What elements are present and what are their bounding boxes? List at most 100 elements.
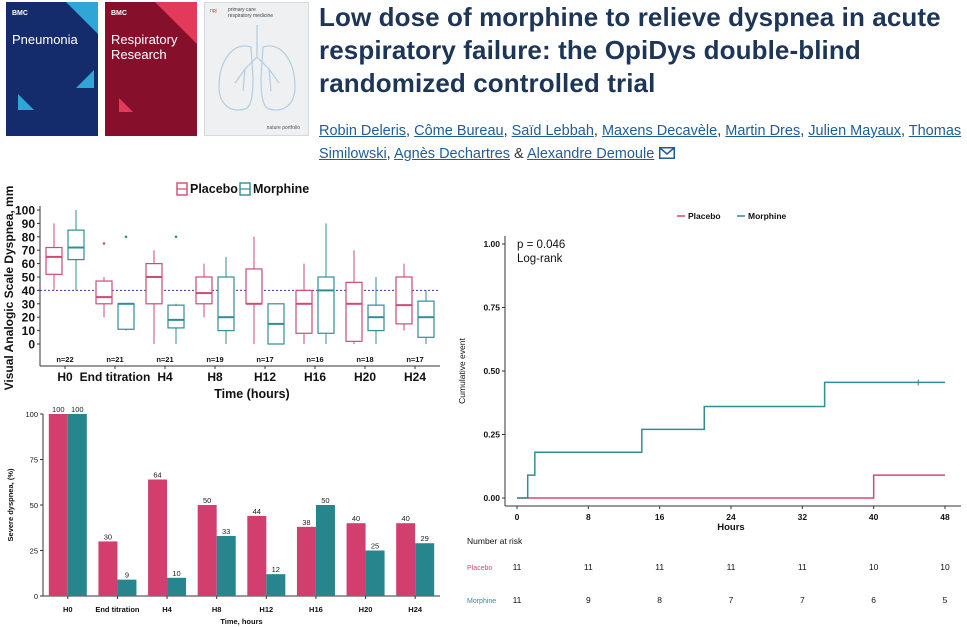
x-axis-label: Time (hours) xyxy=(214,387,289,401)
boxplot-legend: Placebo Morphine xyxy=(176,182,309,196)
bar-value-label: 9 xyxy=(125,571,129,580)
author-link[interactable]: Thomas Similowski xyxy=(319,123,962,162)
box-iqr xyxy=(245,268,263,305)
bar xyxy=(315,505,335,596)
publisher-logo: npj xyxy=(210,8,217,14)
y-tick-label: 50 xyxy=(30,501,38,510)
x-tick-label: End titration xyxy=(95,605,140,614)
author-link[interactable]: Agnès Dechartres xyxy=(393,146,510,162)
y-tick-label: 80 xyxy=(22,230,36,244)
x-axis-label: Hours xyxy=(717,522,744,533)
n-label: n=21 xyxy=(156,355,173,364)
author-link[interactable]: Côme Bureau xyxy=(414,123,504,139)
author-separator: , xyxy=(717,123,726,139)
n-label: n=17 xyxy=(256,355,273,364)
x-tick-label: H16 xyxy=(304,370,326,384)
envelope-icon[interactable] xyxy=(659,147,676,159)
cover-triangle-graphic xyxy=(119,98,133,112)
y-axis-label: Visual Analogic Scale Dyspnea, mm xyxy=(2,186,16,391)
author-link[interactable]: Maxens Decavèle xyxy=(601,123,718,139)
risk-table-value: 11 xyxy=(513,595,522,605)
box-iqr xyxy=(317,276,335,334)
author-separator: , xyxy=(900,123,909,139)
box-iqr xyxy=(95,280,113,305)
risk-table-value: 10 xyxy=(869,562,879,572)
bar xyxy=(266,574,286,596)
box-iqr xyxy=(345,281,363,342)
pvalue-annotation: p = 0.046 xyxy=(517,239,565,251)
x-tick-label: 0 xyxy=(515,512,520,522)
bar-value-label: 25 xyxy=(371,542,379,551)
bar xyxy=(296,526,316,596)
x-tick-label: End titration xyxy=(80,370,151,384)
risk-table-value: 9 xyxy=(586,595,591,605)
bar-value-label: 33 xyxy=(222,527,230,536)
y-tick-label: 0.50 xyxy=(483,366,500,376)
km-step-line xyxy=(517,381,945,499)
box-iqr xyxy=(417,300,435,338)
x-tick-label: H0 xyxy=(63,605,73,614)
journal-cover-npj-primary-care[interactable]: npj primary care respiratory medicine nat… xyxy=(204,2,309,136)
author-link[interactable]: Robin Deleris xyxy=(319,123,407,139)
bar-value-label: 50 xyxy=(203,496,211,505)
x-tick-label: H24 xyxy=(408,605,423,614)
bar-value-label: 100 xyxy=(52,405,65,414)
x-tick-label: 8 xyxy=(586,512,591,522)
n-label: n=22 xyxy=(56,355,73,364)
bar-value-label: 44 xyxy=(253,507,261,516)
legend-label: Placebo xyxy=(190,182,238,196)
bar-value-label: 64 xyxy=(153,471,161,480)
y-tick-label: 20 xyxy=(22,311,36,325)
box-iqr xyxy=(167,304,185,329)
bar xyxy=(216,535,236,596)
x-axis-label: Time, hours xyxy=(220,617,262,626)
author-link[interactable]: Alexandre Demoule xyxy=(526,146,655,162)
y-tick-label: 90 xyxy=(22,217,36,231)
bar-value-label: 29 xyxy=(421,534,429,543)
author-link[interactable]: Saïd Lebbah xyxy=(511,123,594,139)
y-tick-label: 1.00 xyxy=(483,239,500,249)
bar xyxy=(247,515,267,596)
x-tick-label: H8 xyxy=(212,605,222,614)
y-tick-label: 0 xyxy=(28,338,35,352)
bar xyxy=(98,541,118,596)
bar-value-label: 10 xyxy=(172,569,180,578)
y-tick-label: 60 xyxy=(22,257,36,271)
author-link[interactable]: Martin Dres xyxy=(725,123,801,139)
risk-table-row-label: Placebo xyxy=(467,565,492,572)
risk-table-value: 11 xyxy=(584,562,593,572)
article-title: Low dose of morphine to relieve dyspnea … xyxy=(319,2,941,98)
author-list: Robin Deleris, Côme Bureau, Saïd Lebbah,… xyxy=(319,120,964,166)
risk-table-value: 11 xyxy=(655,562,664,572)
x-tick-label: 16 xyxy=(655,512,665,522)
x-tick-label: H4 xyxy=(162,605,172,614)
lungs-illustration xyxy=(218,25,296,111)
author-separator: , xyxy=(593,123,602,139)
bar xyxy=(67,414,87,596)
x-tick-label: H12 xyxy=(259,605,273,614)
y-tick-label: 50 xyxy=(22,271,36,285)
cumulative-event-curve: Placebo Morphine 0.00 0.25 0.50 0.75 1.00 Cumul… xyxy=(445,200,967,620)
bar-value-label: 38 xyxy=(302,518,310,527)
y-axis-label: Cumulative event xyxy=(457,338,467,404)
journal-cover-pneumonia[interactable]: BMC Pneumonia xyxy=(6,2,98,136)
legend-label: Morphine xyxy=(748,211,787,221)
box-iqr xyxy=(45,246,63,275)
bar xyxy=(167,577,187,596)
journal-cover-respiratory-research[interactable]: BMC Respiratory Research xyxy=(105,2,197,136)
author-separator: , xyxy=(406,123,415,139)
box-iqr xyxy=(295,289,313,334)
risk-table-value: 7 xyxy=(729,595,734,605)
bar xyxy=(346,523,366,596)
y-tick-label: 0.75 xyxy=(483,303,500,313)
y-tick-label: 0.00 xyxy=(483,493,500,503)
x-tick-label: H20 xyxy=(359,605,373,614)
x-tick-label: 24 xyxy=(726,512,736,522)
box-iqr xyxy=(395,276,413,325)
y-tick-label: 100 xyxy=(15,204,35,218)
cover-triangle-graphic xyxy=(66,2,98,34)
author-link[interactable]: Julien Mayaux xyxy=(808,123,901,139)
box-outlier xyxy=(124,235,128,239)
y-tick-label: 10 xyxy=(22,324,36,338)
box-outlier xyxy=(174,235,178,239)
